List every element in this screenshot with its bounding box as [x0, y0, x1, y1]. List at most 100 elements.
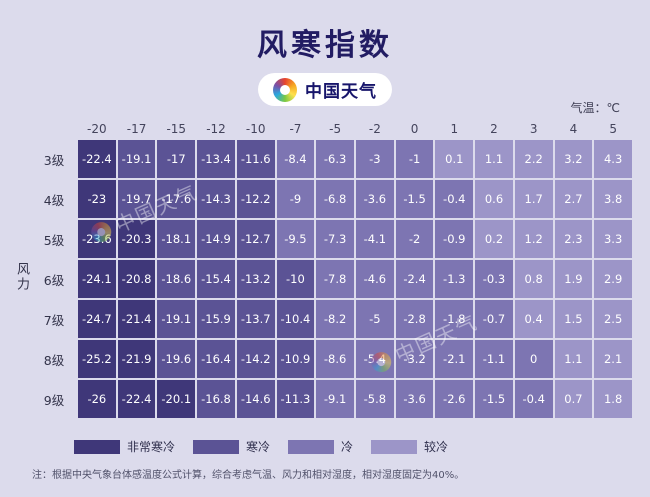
heatmap-cell: -17 [157, 140, 196, 178]
wind-level-label: 9级 [43, 392, 65, 408]
wind-level-label: 3级 [43, 152, 65, 168]
heatmap-cell: 4.3 [594, 140, 632, 178]
heatmap-cell: -11.6 [236, 140, 275, 178]
heatmap-cell: -1.5 [475, 380, 513, 418]
heatmap-cell: 0.4 [514, 300, 553, 338]
heatmap-cell: -12.2 [236, 180, 275, 218]
heatmap-cell: 1.2 [514, 220, 553, 258]
legend-item: 寒冷 [193, 438, 270, 455]
pinwheel-icon [273, 77, 297, 102]
heatmap-cell: 1.9 [554, 260, 593, 298]
heatmap-cell: -14.2 [236, 340, 275, 378]
legend-label: 非常寒冷 [127, 440, 176, 454]
temperature-header: -17 [126, 122, 147, 136]
temperature-header: -2 [368, 122, 381, 136]
heatmap-cell: 2.5 [594, 300, 632, 338]
heatmap-cell: -1.5 [395, 180, 434, 218]
legend-swatch [74, 439, 120, 454]
heatmap-cell: -23 [78, 180, 116, 218]
heatmap-cell: -24.7 [78, 300, 116, 338]
heatmap-cell: -7.8 [316, 260, 354, 298]
heatmap-cell: -2.6 [435, 380, 474, 418]
heatmap-cell: 0.8 [514, 260, 553, 298]
heatmap-cell: 1.8 [594, 380, 632, 418]
heatmap-cell: -4.6 [356, 260, 394, 298]
heatmap-cell: -21.9 [117, 340, 156, 378]
heatmap-cell: 3.8 [594, 180, 632, 218]
heatmap-cell: -1.8 [435, 300, 474, 338]
legend-label: 较冷 [424, 440, 449, 454]
heatmap-cell: -0.4 [514, 380, 553, 418]
y-axis-label: 风力 [14, 262, 29, 292]
heatmap-cell: 0.1 [435, 140, 474, 178]
wind-level-label: 5级 [43, 232, 65, 248]
heatmap-cell: -3.6 [395, 380, 434, 418]
heatmap-cell: -3 [356, 140, 394, 178]
heatmap-cell: -4.1 [356, 220, 394, 258]
heatmap-cell: -21.4 [117, 300, 156, 338]
legend-item: 非常寒冷 [74, 438, 175, 455]
legend-item: 冷 [288, 438, 353, 455]
heatmap-cell: 1.7 [514, 180, 553, 218]
heatmap-cell: -0.7 [475, 300, 513, 338]
heatmap-cell: -14.9 [197, 220, 235, 258]
heatmap-cell: -17.6 [157, 180, 196, 218]
heatmap-cell: -16.8 [197, 380, 235, 418]
heatmap-cell: 2.1 [594, 340, 632, 378]
heatmap-cell: -19.7 [117, 180, 156, 218]
temperature-header: -15 [166, 122, 187, 136]
temperature-header: 4 [569, 122, 578, 136]
heatmap-cell: 1.1 [475, 140, 513, 178]
wind-level-label: 4级 [43, 192, 65, 208]
temperature-header: 3 [529, 122, 538, 136]
heatmap-cell: -8.4 [276, 140, 315, 178]
heatmap-cell: -1.1 [475, 340, 513, 378]
heatmap-cell: -9.5 [276, 220, 315, 258]
heatmap-cell: -9.1 [316, 380, 354, 418]
heatmap-cell: -5 [356, 300, 394, 338]
heatmap-cell: -6.3 [316, 140, 354, 178]
heatmap-cell: -7.3 [316, 220, 354, 258]
page-title: 风寒指数 [257, 28, 393, 63]
heatmap-cell: -19.6 [157, 340, 196, 378]
heatmap-cell: -24.1 [78, 260, 116, 298]
heatmap-cell: -20.1 [157, 380, 196, 418]
heatmap-cell: -22.4 [117, 380, 156, 418]
heatmap-cell: -16.4 [197, 340, 235, 378]
heatmap-cell: -15.9 [197, 300, 235, 338]
heatmap-cell: 2.9 [594, 260, 632, 298]
heatmap-cell: 3.2 [554, 140, 593, 178]
heatmap-cell: -22.4 [78, 140, 116, 178]
heatmap-cell: -20.3 [117, 220, 156, 258]
heatmap-cell: 2.2 [514, 140, 553, 178]
heatmap-cell: 1.1 [554, 340, 593, 378]
heatmap-cell: 3.3 [594, 220, 632, 258]
heatmap-cell: -2.8 [395, 300, 434, 338]
temperature-header: -5 [329, 122, 342, 136]
heatmap-cell: -13.7 [236, 300, 275, 338]
heatmap-cell: -0.3 [475, 260, 513, 298]
wind-level-label: 8级 [43, 352, 65, 368]
wind-chill-chart: -20 -17 -15 -12 -10 -7 -5 -2 0 1 2 3 4 5 3级 -22.4 -19.1-… [32, 118, 632, 418]
heatmap-grid: -20 -17 -15 -12 -10 -7 -5 -2 0 1 2 3 4 5 3级 -22.4 -19.1-… [32, 118, 632, 418]
temperature-header: 1 [450, 122, 459, 136]
heatmap-cell: 0.6 [475, 180, 513, 218]
heatmap-cell: -0.4 [435, 180, 474, 218]
heatmap-cell: -26 [78, 380, 116, 418]
heatmap-cell: -8.6 [316, 340, 354, 378]
temperature-header: -20 [87, 122, 107, 136]
table-corner [32, 118, 76, 138]
heatmap-cell: -5.8 [356, 380, 394, 418]
temperature-header: -10 [245, 122, 266, 136]
heatmap-cell: -11.3 [276, 380, 315, 418]
heatmap-cell: -23.6 [78, 220, 116, 258]
temperature-header: 0 [410, 122, 419, 136]
temperature-header: 2 [490, 122, 498, 136]
legend-swatch [288, 439, 335, 454]
heatmap-cell: -1 [395, 140, 434, 178]
wind-level-label: 6级 [43, 272, 65, 288]
heatmap-cell: -12.7 [236, 220, 275, 258]
heatmap-cell: -2 [395, 220, 434, 258]
heatmap-cell: -15.4 [197, 260, 235, 298]
